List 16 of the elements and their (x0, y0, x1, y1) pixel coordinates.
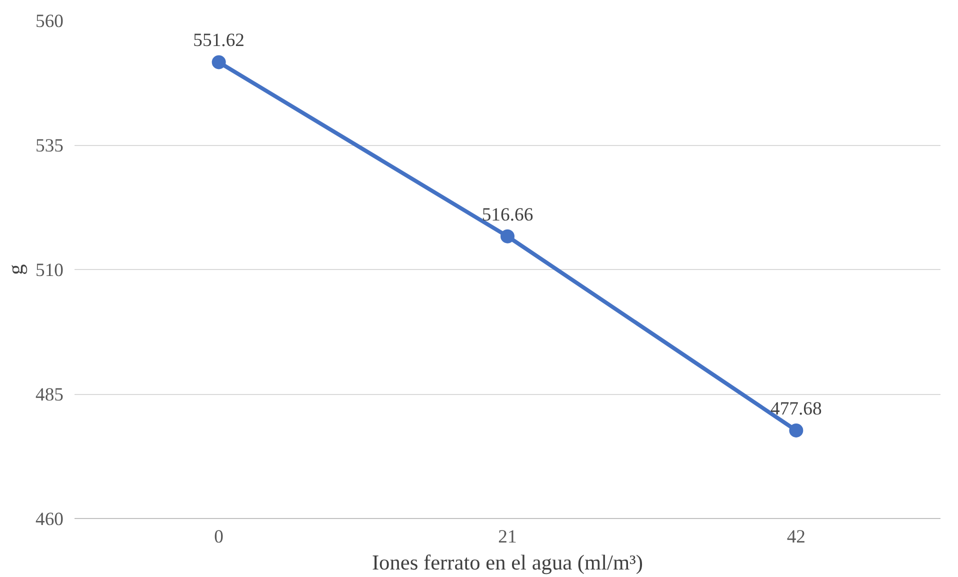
y-tick-label: 485 (36, 384, 64, 406)
x-tick-label: 0 (214, 526, 224, 548)
data-label: 516.66 (482, 204, 534, 226)
point (789, 423, 804, 438)
data-label: 551.62 (193, 30, 244, 52)
y-axis-title: g (4, 264, 28, 275)
point (212, 55, 226, 70)
y-tick-label: 560 (36, 11, 64, 32)
x-tick-label: 42 (786, 526, 806, 548)
y-tick-label: 460 (36, 509, 64, 530)
y-tick-label: 510 (36, 260, 64, 281)
x-axis-title: Iones ferrato en el agua (ml/m³) (372, 550, 644, 574)
point (500, 229, 514, 244)
y-tick-label: 535 (36, 136, 64, 156)
x-tick-label: 21 (498, 526, 517, 548)
data-label: 477.68 (770, 398, 822, 420)
